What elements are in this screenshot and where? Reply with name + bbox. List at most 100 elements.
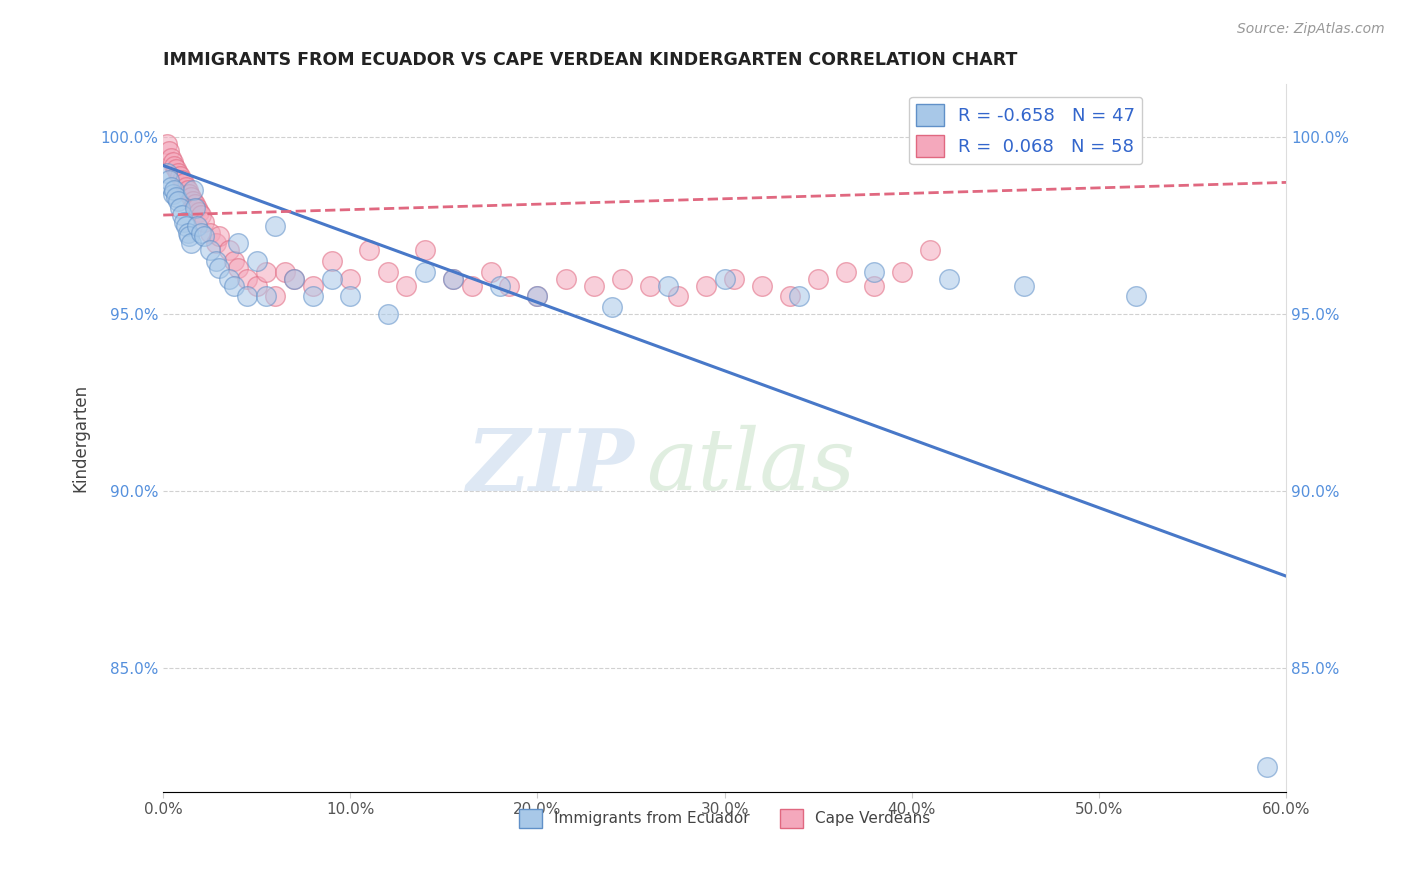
Point (863, 265, 886, 279)
Point (582, 278, 605, 293)
Point (208, 229, 231, 244)
Point (157, 172, 180, 186)
Point (157, 145, 180, 159)
Point (638, 278, 661, 293)
Point (193, 229, 215, 244)
Point (186, 201, 208, 215)
Point (413, 265, 436, 279)
Point (377, 307, 399, 321)
Point (159, 179, 181, 194)
Point (413, 244, 436, 258)
Point (236, 289, 259, 303)
Point (163, 159, 186, 173)
Point (169, 201, 191, 215)
Point (835, 265, 858, 279)
Point (283, 272, 305, 286)
Point (224, 278, 246, 293)
Point (163, 183, 186, 197)
Text: IMMIGRANTS FROM ECUADOR VS CAPE VERDEAN KINDERGARTEN CORRELATION CHART: IMMIGRANTS FROM ECUADOR VS CAPE VERDEAN … (163, 51, 1018, 69)
Point (180, 236, 202, 251)
Point (254, 289, 277, 303)
Point (190, 226, 212, 240)
Point (181, 194, 204, 208)
Point (180, 190, 202, 204)
Point (339, 272, 361, 286)
Point (226, 261, 249, 276)
Point (218, 244, 240, 258)
Point (184, 201, 207, 215)
Point (204, 236, 226, 251)
Point (264, 289, 287, 303)
Point (891, 265, 914, 279)
Point (264, 219, 287, 233)
Point (167, 194, 190, 208)
Point (666, 289, 689, 303)
Point (321, 254, 343, 268)
Point (863, 278, 886, 293)
Point (165, 190, 187, 204)
Point (302, 278, 325, 293)
Point (600, 300, 623, 314)
Point (723, 272, 745, 286)
Point (208, 261, 231, 276)
Point (159, 152, 181, 166)
Point (181, 183, 204, 197)
Point (1256, 760, 1278, 774)
Point (169, 169, 191, 183)
Point (321, 272, 343, 286)
Point (179, 229, 201, 244)
Point (179, 186, 201, 201)
Point (526, 289, 548, 303)
Point (657, 278, 679, 293)
Point (461, 278, 484, 293)
Point (526, 289, 548, 303)
Point (807, 272, 830, 286)
Point (156, 137, 179, 152)
Point (190, 208, 212, 222)
Point (339, 289, 361, 303)
Text: atlas: atlas (645, 425, 855, 508)
Point (1125, 289, 1147, 303)
Text: Source: ZipAtlas.com: Source: ZipAtlas.com (1237, 22, 1385, 37)
Point (610, 272, 633, 286)
Point (218, 272, 240, 286)
Point (489, 278, 512, 293)
Point (176, 183, 198, 197)
Point (789, 289, 811, 303)
Point (170, 208, 193, 222)
Point (274, 265, 297, 279)
Point (162, 186, 184, 201)
Point (165, 162, 187, 177)
Point (226, 236, 249, 251)
Point (224, 254, 246, 268)
Point (441, 272, 464, 286)
Point (283, 272, 305, 286)
Point (1012, 278, 1035, 293)
Point (254, 265, 277, 279)
Point (173, 215, 195, 229)
Y-axis label: Kindergarten: Kindergarten (72, 384, 89, 492)
Point (198, 244, 221, 258)
Point (246, 254, 269, 268)
Point (198, 226, 221, 240)
Point (554, 272, 576, 286)
Point (170, 172, 193, 186)
Point (357, 244, 380, 258)
Point (156, 166, 179, 180)
Point (174, 219, 197, 233)
Point (779, 289, 801, 303)
Point (173, 176, 195, 190)
Point (302, 289, 325, 303)
Point (174, 179, 197, 194)
Point (713, 272, 735, 286)
Point (751, 278, 773, 293)
Legend: Immigrants from Ecuador, Cape Verdeans: Immigrants from Ecuador, Cape Verdeans (513, 803, 936, 834)
Text: ZIP: ZIP (467, 425, 634, 508)
Point (377, 265, 399, 279)
Point (479, 265, 502, 279)
Point (395, 278, 418, 293)
Point (162, 155, 184, 169)
Point (176, 226, 198, 240)
Point (441, 272, 464, 286)
Point (938, 272, 960, 286)
